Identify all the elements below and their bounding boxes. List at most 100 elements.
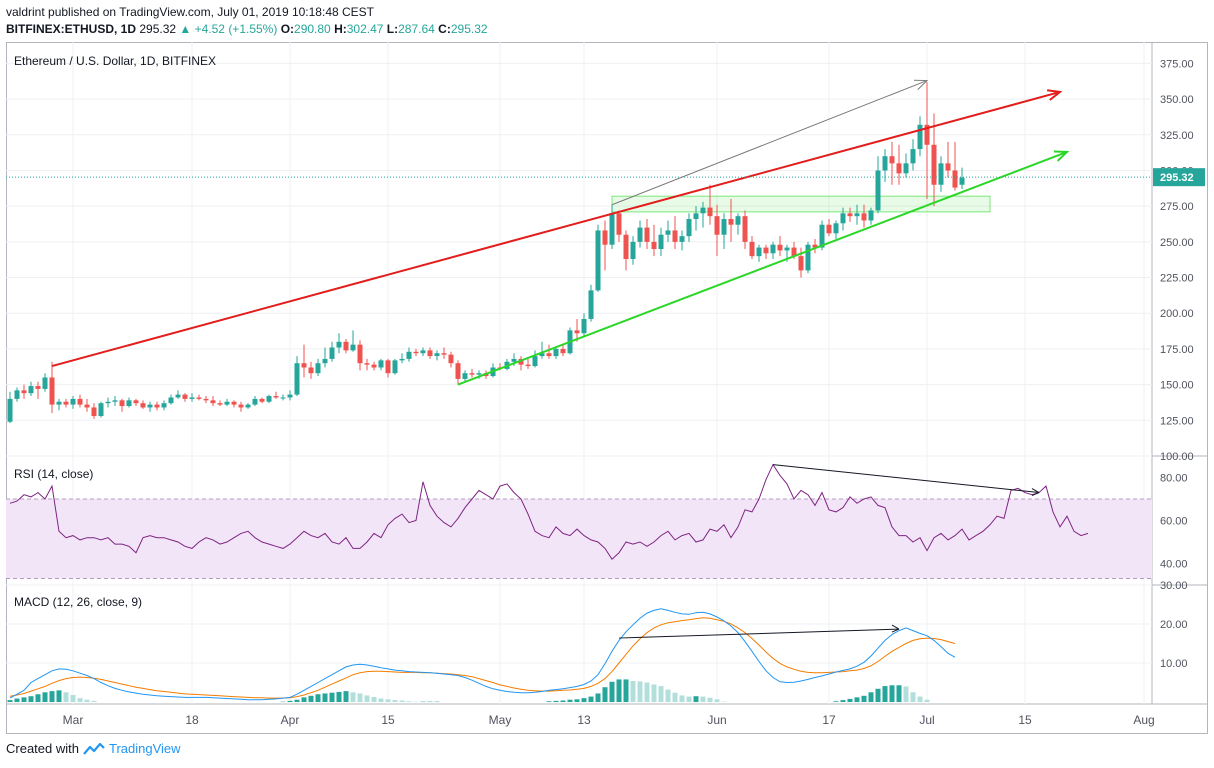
candle-body xyxy=(140,403,146,408)
last-price-label: 295.32 xyxy=(1160,172,1194,184)
macd-histogram-bar xyxy=(553,700,559,703)
macd-histogram-bar xyxy=(7,700,13,703)
x-tick-label: 15 xyxy=(1018,713,1032,727)
candle-body xyxy=(924,124,930,145)
candle-body xyxy=(308,367,314,374)
candle-body xyxy=(854,213,860,217)
candle-body xyxy=(938,163,944,185)
candle-body xyxy=(280,397,286,399)
rsi-line xyxy=(9,463,1089,560)
candle-body xyxy=(812,244,818,248)
macd-histogram-bar xyxy=(665,689,671,703)
candle-body xyxy=(560,348,566,354)
price-tick-label: 150.00 xyxy=(1160,380,1194,392)
macd-histogram-bar xyxy=(679,695,685,703)
chart-svg[interactable]: Mar 18 Apr 15 May 13 Jun 17 Jul 15 Aug 375.00 350.00… xyxy=(6,42,1208,734)
candle-body xyxy=(679,236,685,242)
close-label: C: xyxy=(438,22,451,36)
candle-body xyxy=(455,363,461,379)
macd-histogram-bar xyxy=(882,686,888,703)
macd-histogram-bar xyxy=(651,684,657,703)
candle-body xyxy=(672,230,678,242)
macd-histogram-bar xyxy=(581,698,587,703)
symbol: BITFINEX:ETHUSD, 1D xyxy=(6,22,137,36)
macd-histogram-bar xyxy=(357,693,363,703)
candle-body xyxy=(378,360,384,368)
macd-histogram-bar xyxy=(91,700,97,703)
macd-histogram-bar xyxy=(392,700,398,703)
macd-histogram-bar xyxy=(595,693,601,703)
x-tick-label: Apr xyxy=(281,713,300,727)
resistance-line-arrowhead xyxy=(1046,89,1063,101)
candle-body xyxy=(700,207,706,214)
candle-body xyxy=(903,163,909,174)
candle-body xyxy=(889,156,895,164)
candle-body xyxy=(791,247,797,257)
candle-body xyxy=(805,244,811,271)
candle-body xyxy=(693,213,699,220)
candle-body xyxy=(826,224,832,234)
candle-body xyxy=(399,358,405,361)
candle-body xyxy=(217,403,223,405)
candle-body xyxy=(77,398,83,405)
price-tick-label: 250.00 xyxy=(1160,237,1194,249)
publish-line: valdrint published on TradingView.com, J… xyxy=(6,5,375,19)
macd-histogram-bar xyxy=(35,694,41,703)
x-tick-label: Mar xyxy=(63,713,84,727)
price-tick-label: 325.00 xyxy=(1160,130,1194,142)
macd-histogram-bar xyxy=(714,699,720,703)
chart-area[interactable]: Mar 18 Apr 15 May 13 Jun 17 Jul 15 Aug 375.00 350.00… xyxy=(6,42,1208,734)
macd-histogram-bar xyxy=(49,691,55,703)
candle-body xyxy=(910,149,916,164)
macd-histogram-bar xyxy=(672,692,678,703)
candle-body xyxy=(581,318,587,334)
macd-histogram-bar xyxy=(924,699,930,703)
price-tick-label: 275.00 xyxy=(1160,201,1194,213)
macd-histogram-bar xyxy=(693,696,699,703)
candle-body xyxy=(182,394,188,399)
macd-histogram-bar xyxy=(623,679,629,703)
candle-body xyxy=(441,353,447,355)
candle-body xyxy=(336,341,342,348)
candle-body xyxy=(161,403,167,408)
macd-histogram-bar xyxy=(287,700,293,703)
candle-body xyxy=(350,344,356,351)
macd-histogram-bar xyxy=(364,695,370,703)
macd-histogram-bar xyxy=(903,686,909,703)
support-line-arrowhead xyxy=(1053,150,1070,162)
candle-body xyxy=(119,400,125,407)
macd-line xyxy=(9,608,956,701)
candle-body xyxy=(749,241,755,257)
candle-body xyxy=(959,177,965,185)
macd-histogram-bar xyxy=(350,692,356,703)
candle-body xyxy=(189,397,195,399)
candle-body xyxy=(511,358,517,362)
candle-body xyxy=(413,351,419,354)
candle-body xyxy=(616,213,622,235)
candle-body xyxy=(875,170,881,211)
support-zone xyxy=(611,195,991,213)
candle-body xyxy=(476,373,482,375)
macd-histogram-bar xyxy=(301,697,307,703)
macd-histogram-bar xyxy=(861,695,867,703)
candle-body xyxy=(798,256,804,271)
x-tick-label: 17 xyxy=(822,713,836,727)
candle-body xyxy=(651,241,657,249)
price-divergence-line-arrowhead xyxy=(913,79,929,91)
candle-body xyxy=(742,216,748,242)
candle-body xyxy=(294,363,300,395)
candle-body xyxy=(847,213,853,217)
macd-histogram-bar xyxy=(707,697,713,703)
last-price-tag xyxy=(1153,168,1205,187)
candle-body xyxy=(203,398,209,401)
open-value: 290.80 xyxy=(294,22,331,36)
candle-body xyxy=(70,398,76,405)
macd-histogram-bar xyxy=(917,696,923,703)
candle-body xyxy=(735,216,741,225)
candle-body xyxy=(28,386,34,394)
price-tick-label: 225.00 xyxy=(1160,273,1194,285)
candle-body xyxy=(98,403,104,417)
candle-body xyxy=(21,390,27,394)
candle-body xyxy=(777,244,783,251)
high-value: 302.47 xyxy=(346,22,384,36)
